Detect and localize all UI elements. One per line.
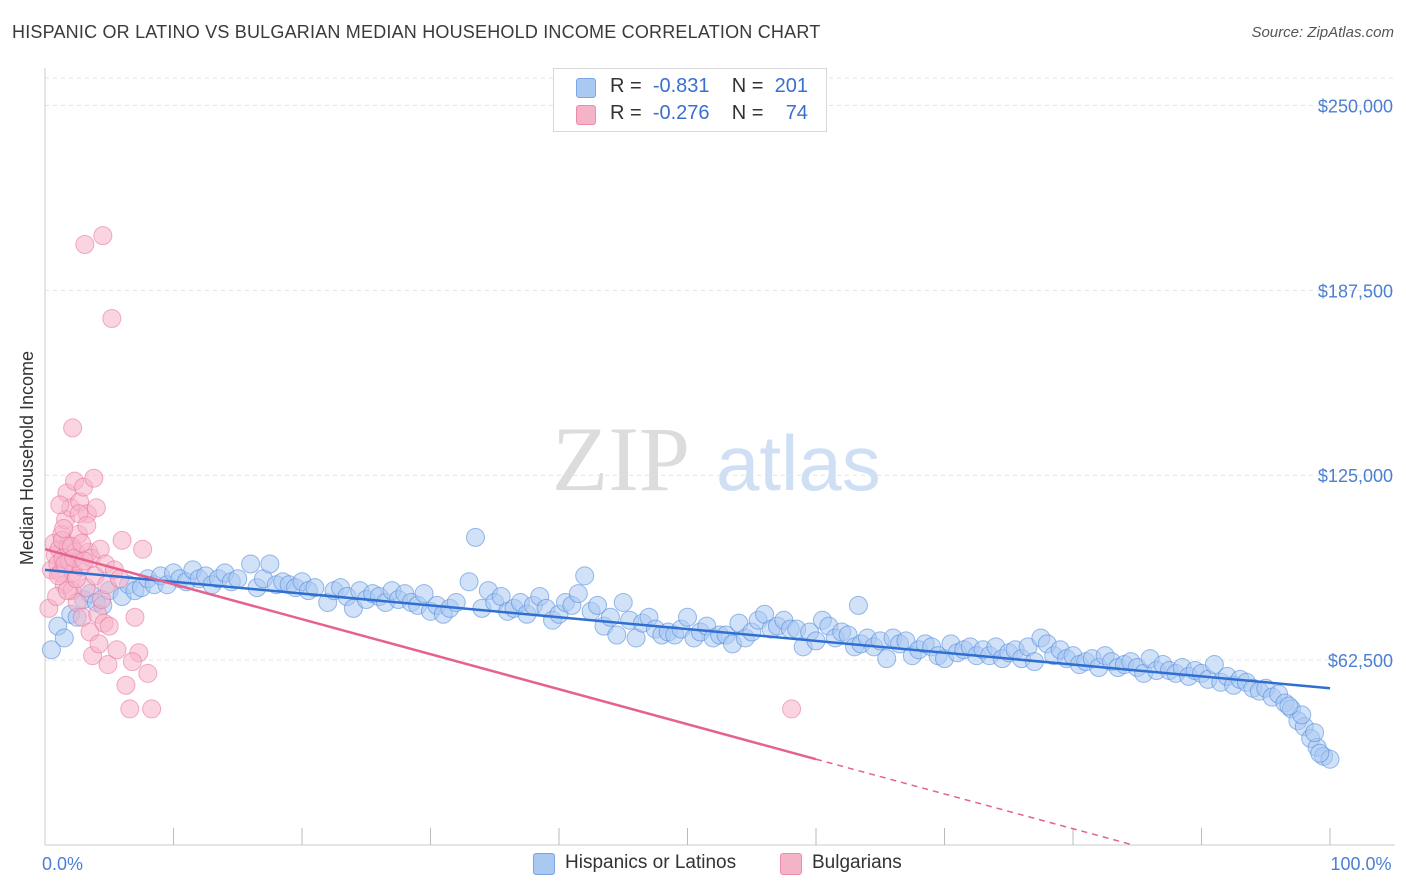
hispanic-point — [228, 569, 248, 589]
bulgarian-point — [89, 634, 109, 654]
bulgarian-point — [86, 498, 106, 518]
hispanic-point — [613, 592, 633, 612]
watermark-zip: ZIP — [552, 408, 690, 510]
hispanic-point — [588, 595, 608, 615]
bulgarian-point — [125, 607, 145, 627]
series-label-bulgarian: Bulgarians — [812, 852, 902, 873]
legend-n-value: 74 — [785, 102, 808, 124]
hispanic-point — [607, 625, 627, 645]
bulgarian-point — [138, 663, 158, 683]
series-swatch-hispanic — [533, 853, 555, 875]
watermark: ZIP atlas — [552, 408, 881, 510]
hispanic-point — [260, 554, 280, 574]
y-tick-label: $125,000 — [1318, 466, 1393, 486]
hispanic-point — [575, 566, 595, 586]
bulgarian-point — [112, 530, 132, 550]
hispanic-point — [1204, 655, 1224, 675]
hispanic-point — [305, 578, 325, 598]
legend-n-value: 201 — [774, 75, 808, 97]
bulgarian-point — [99, 616, 119, 636]
bulgarian-point — [98, 655, 118, 675]
y-tick-label: $250,000 — [1318, 96, 1393, 116]
hispanic-trend-line — [44, 568, 1331, 690]
hispanic-point — [1310, 743, 1330, 763]
hispanic-point — [1305, 723, 1325, 743]
bulgarian-point — [120, 699, 140, 719]
source-label: Source: ZipAtlas.com — [1251, 24, 1394, 41]
series-label-hispanic: Hispanics or Latinos — [565, 852, 737, 873]
tick-labels: $62,500 $125,000 $187,500 $250,000 0.0% 100.0… — [42, 96, 1393, 874]
hispanic-point — [568, 584, 588, 604]
axes — [44, 68, 1395, 846]
bulgarian-point — [54, 518, 74, 538]
y-tick-label: $62,500 — [1328, 651, 1393, 671]
x-tick-label: 0.0% — [42, 854, 83, 874]
hispanic-point — [678, 607, 697, 627]
bulgarian-point — [142, 699, 162, 719]
legend-r-label: R = — [610, 102, 642, 124]
legend-r-value: -0.831 — [652, 75, 710, 97]
series-swatch-bulgarian — [780, 853, 802, 875]
bulgarian-point — [72, 533, 92, 553]
hispanic-point — [877, 649, 897, 669]
watermark-atlas: atlas — [716, 419, 881, 507]
hispanic-point — [54, 628, 74, 648]
bulgarian-point — [63, 418, 83, 438]
legend-r-label: R = — [610, 75, 642, 97]
legend-n-label: N = — [731, 75, 764, 97]
chart-title: HISPANIC OR LATINO VS BULGARIAN MEDIAN H… — [12, 22, 821, 42]
y-tick-label: $187,500 — [1318, 281, 1393, 301]
bulgarian-point — [84, 468, 104, 488]
bulgarian-point — [75, 235, 95, 255]
hispanic-point — [241, 554, 261, 574]
hispanic-point — [459, 572, 479, 592]
hispanic-point — [848, 595, 868, 615]
bulgarian-point — [50, 495, 70, 515]
bulgarian-point — [93, 226, 113, 246]
hispanic-point — [1279, 696, 1299, 716]
x-tick-label: 100.0% — [1330, 854, 1391, 874]
legend-swatch-bulgarian — [576, 105, 596, 125]
hispanic-point — [414, 584, 434, 604]
bulgarian-point — [133, 539, 153, 559]
bulgarian-point — [107, 640, 127, 660]
legend-r-value: -0.276 — [652, 102, 710, 124]
trend-lines — [44, 547, 1331, 846]
legend-swatch-hispanic — [576, 78, 596, 98]
bulgarian-point — [116, 675, 136, 695]
bulgarian-point — [122, 652, 142, 672]
bulgarian-point — [782, 699, 802, 719]
bulgarian-trend-line — [44, 547, 817, 761]
legend-n-label: N = — [731, 102, 764, 124]
hispanic-point — [41, 640, 61, 660]
hispanic-point — [465, 527, 485, 547]
correlation-legend: R = -0.831 N = 201 R = -0.276 N = 74 — [553, 68, 827, 132]
bulgarian-point — [77, 516, 97, 536]
bulgarian-point — [102, 308, 122, 328]
bulgarian-trend-extension — [815, 758, 1134, 846]
y-axis-label: Median Household Income — [17, 351, 37, 565]
